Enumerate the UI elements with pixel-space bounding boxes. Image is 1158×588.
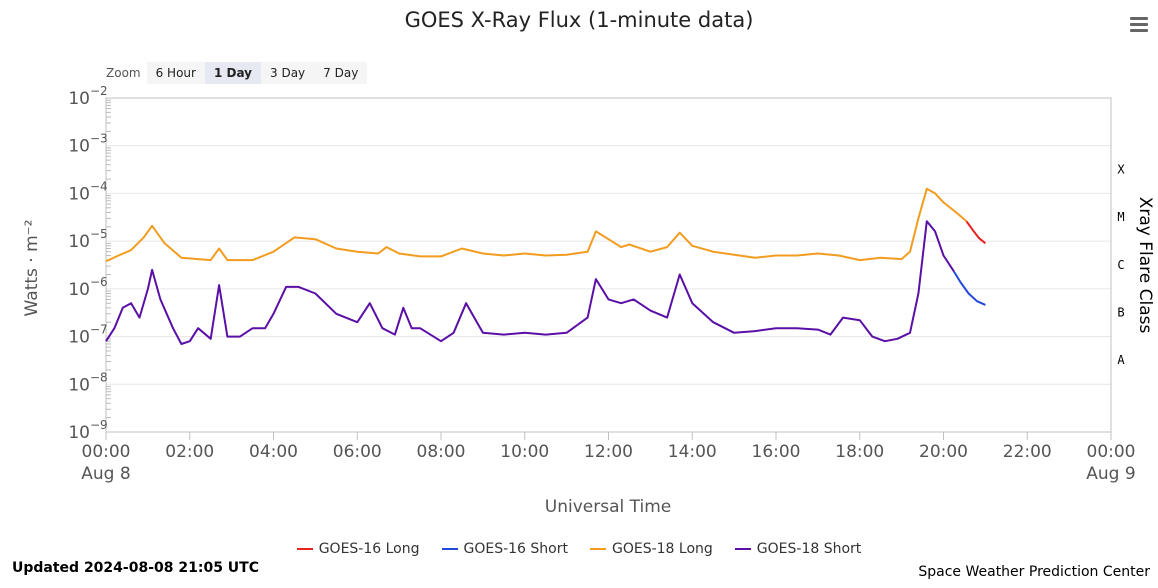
zoom-7-day-button[interactable]: 7 Day <box>314 62 368 84</box>
page-title: GOES X-Ray Flux (1-minute data) <box>404 8 754 32</box>
x-axis-title: Universal Time <box>545 497 671 517</box>
plot-grid <box>106 97 1111 433</box>
legend-label: GOES-18 Short <box>756 541 862 557</box>
legend-swatch <box>296 548 313 550</box>
series-line-goes-16-long <box>965 220 987 245</box>
x-tick-label: 10:00 <box>500 442 549 462</box>
x-tick-label: 18:00 <box>835 442 884 462</box>
y-tick-exponent: −9 <box>90 418 108 432</box>
zoom-6-hour-button[interactable]: 6 Hour <box>146 62 205 84</box>
chart-legend: GOES-16 Long GOES-16 Short GOES-18 Long GOE… <box>0 541 1158 557</box>
flare-class-label: M <box>1117 210 1124 224</box>
y-tick-label: 10 <box>68 137 90 157</box>
y-tick-label: 10 <box>68 184 90 204</box>
y-axis-title: Watts · m⁻² <box>22 220 42 317</box>
x-tick-label: 22:00 <box>1003 442 1052 462</box>
x-tick-label: 02:00 <box>165 442 214 462</box>
y-tick-label: 10 <box>68 280 90 300</box>
x-tick-label: 20:00 <box>919 442 968 462</box>
x-tick-label: 16:00 <box>752 442 801 462</box>
legend-item-goes-18-short[interactable]: GOES-18 Short <box>734 541 862 557</box>
x-tick-label: 04:00 <box>249 442 298 462</box>
legend-label: GOES-16 Short <box>463 541 569 557</box>
y-tick-label: 10 <box>68 423 90 443</box>
y-tick-exponent: −8 <box>90 370 108 384</box>
legend-swatch <box>734 548 751 550</box>
series-line-goes-16-short <box>953 271 986 306</box>
y-tick-exponent: −6 <box>90 275 108 289</box>
zoom-1-day-button[interactable]: 1 Day <box>204 62 261 84</box>
y-tick-label: 10 <box>68 89 90 109</box>
x-tick-label: 12:00 <box>584 442 633 462</box>
x-tick-date: Aug 9 <box>1086 464 1135 484</box>
y-tick-exponent: −4 <box>90 179 108 193</box>
menu-icon[interactable] <box>1130 17 1148 33</box>
series-line-goes-18-long <box>105 187 968 263</box>
y-tick-exponent: −3 <box>90 132 108 146</box>
legend-item-goes-16-short[interactable]: GOES-16 Short <box>441 541 569 557</box>
flare-class-label: A <box>1117 353 1125 367</box>
y-tick-label: 10 <box>68 375 90 395</box>
updated-timestamp: Updated 2024-08-08 21:05 UTC <box>12 560 259 576</box>
y-tick-label: 10 <box>68 328 90 348</box>
zoom-label: Zoom <box>106 66 141 80</box>
x-tick-label: 08:00 <box>417 442 466 462</box>
legend-swatch <box>590 548 606 550</box>
flare-class-label: B <box>1117 305 1124 319</box>
legend-swatch <box>441 548 458 550</box>
credit-text: Space Weather Prediction Center <box>918 564 1150 580</box>
x-tick-date: Aug 8 <box>81 464 130 484</box>
legend-label: GOES-18 Long <box>612 541 713 557</box>
x-tick-label: 14:00 <box>668 442 717 462</box>
series-lines <box>105 187 987 345</box>
flare-class-label: X <box>1117 162 1125 176</box>
y-tick-exponent: −2 <box>90 84 108 98</box>
legend-item-goes-18-long[interactable]: GOES-18 Long <box>590 541 713 557</box>
y-tick-exponent: −5 <box>90 227 108 241</box>
flare-class-labels: X M C B A <box>1117 162 1125 367</box>
x-tick-label: 00:00 <box>82 442 131 462</box>
legend-item-goes-16-long[interactable]: GOES-16 Long <box>296 541 420 557</box>
x-tick-label: 06:00 <box>333 442 382 462</box>
flare-class-label: C <box>1117 258 1124 272</box>
x-tick-label: 00:00 <box>1087 442 1136 462</box>
plot-frame <box>105 97 1112 433</box>
y-tick-exponent: −7 <box>90 323 108 337</box>
legend-label: GOES-16 Long <box>318 541 420 557</box>
zoom-3-day-button[interactable]: 3 Day <box>261 62 315 84</box>
secondary-axis-title: Xray Flare Class <box>1135 197 1155 334</box>
series-line-goes-18-short <box>105 220 955 345</box>
y-tick-label: 10 <box>68 232 90 252</box>
zoom-bar: Zoom 6 Hour 1 Day 3 Day 7 Day <box>106 61 368 85</box>
y-axis-ticks: 10−210−310−410−510−610−710−810−9 <box>68 84 111 443</box>
